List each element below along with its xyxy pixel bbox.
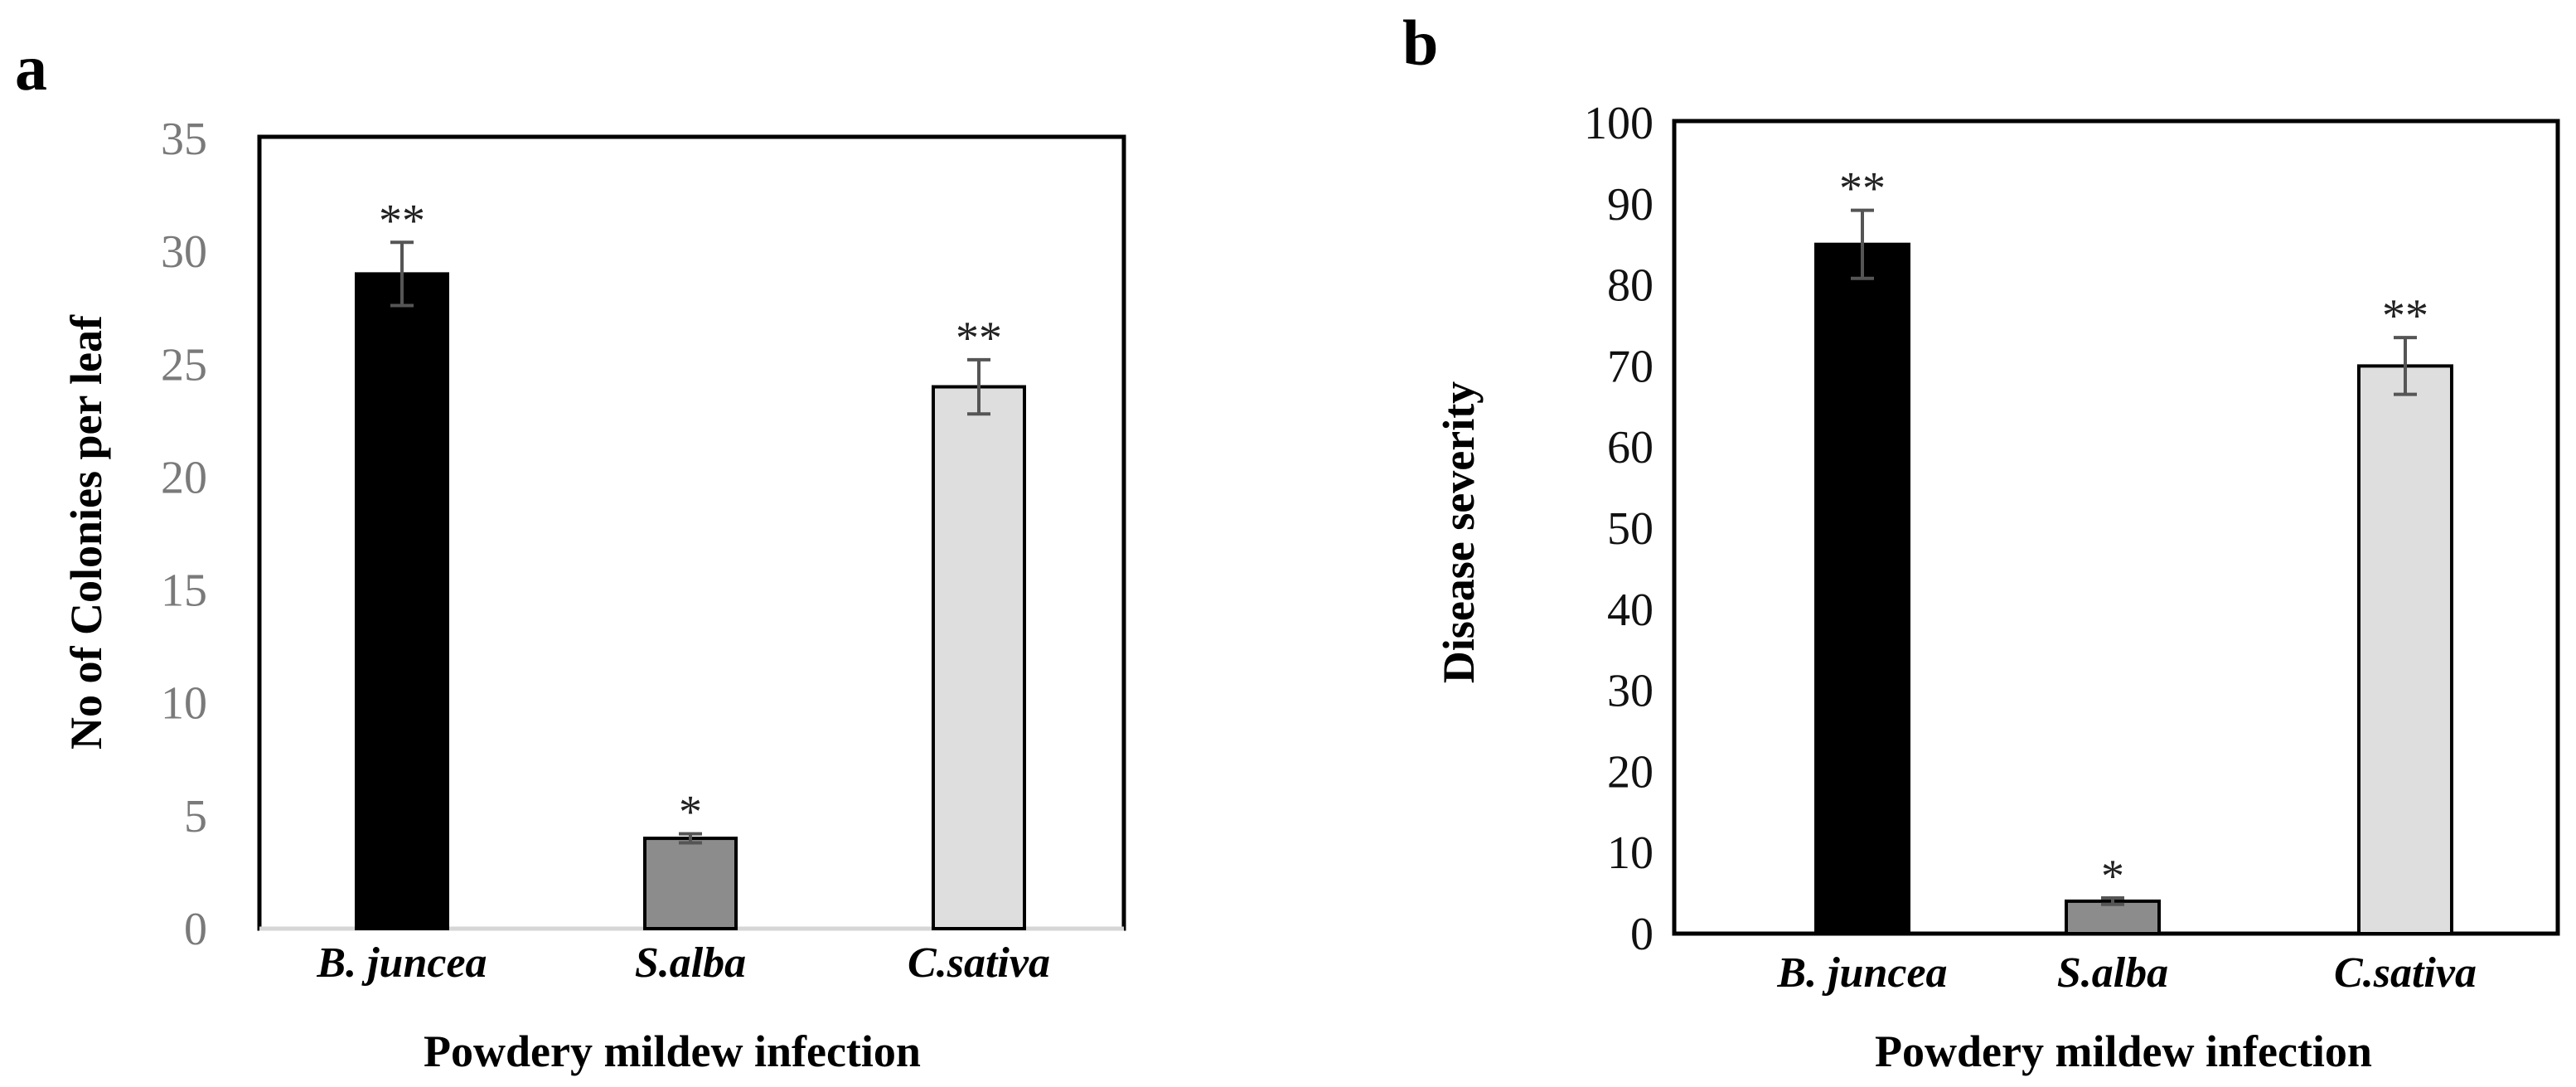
y-tick-label: 80 bbox=[1607, 260, 1654, 312]
significance-marker: ** bbox=[379, 195, 425, 246]
y-tick-label: 20 bbox=[1607, 746, 1654, 798]
x-axis-title-a: Powdery mildew infection bbox=[424, 1026, 921, 1076]
bars-a: ***** bbox=[355, 195, 1026, 931]
bar-b-juncea bbox=[355, 272, 449, 931]
y-tick-label: 25 bbox=[161, 339, 207, 391]
bar-s-alba bbox=[643, 837, 738, 930]
significance-marker: ** bbox=[1839, 163, 1886, 215]
x-axis-title-b: Powdery mildew infection bbox=[1875, 1026, 2372, 1076]
y-tick-label: 70 bbox=[1607, 341, 1654, 392]
y-tick-label: 30 bbox=[1607, 666, 1654, 717]
category-label: S.alba bbox=[635, 939, 746, 987]
y-tick-label: 0 bbox=[184, 904, 207, 955]
significance-marker: ** bbox=[2382, 290, 2428, 342]
category-label: B. juncea bbox=[1776, 949, 1947, 997]
panel-letter-a: a bbox=[15, 32, 47, 104]
y-tick-label: 90 bbox=[1607, 179, 1654, 231]
y-axis-title-b: Disease severity bbox=[1434, 381, 1484, 683]
y-tick-label: 10 bbox=[1607, 827, 1654, 879]
panel-letter-b: b bbox=[1402, 7, 1438, 79]
significance-marker: ** bbox=[956, 313, 1002, 364]
bar-c-sativa bbox=[932, 385, 1026, 930]
y-tick-label: 60 bbox=[1607, 422, 1654, 473]
y-tick-label: 10 bbox=[161, 678, 207, 730]
category-labels-a: B. juncea S.alba C.sativa bbox=[316, 939, 1050, 987]
category-label: S.alba bbox=[2057, 949, 2168, 997]
y-axis-title-a: No of Colonies per leaf bbox=[61, 314, 111, 750]
bars-b: ***** bbox=[1814, 163, 2453, 936]
bar-c-sativa bbox=[2357, 364, 2453, 935]
category-labels-b: B. juncea S.alba C.sativa bbox=[1776, 949, 2477, 997]
category-label: C.sativa bbox=[2334, 949, 2477, 997]
y-ticks-b: 0 10 20 30 40 50 60 70 80 90 100 bbox=[1584, 98, 1654, 960]
category-label: B. juncea bbox=[316, 939, 487, 987]
y-tick-label: 35 bbox=[161, 114, 207, 165]
y-tick-label: 0 bbox=[1630, 909, 1654, 960]
y-tick-label: 30 bbox=[161, 226, 207, 278]
y-tick-label: 100 bbox=[1584, 98, 1654, 149]
bar-b-juncea bbox=[1814, 242, 1910, 935]
y-tick-label: 50 bbox=[1607, 503, 1654, 555]
y-tick-label: 20 bbox=[161, 452, 207, 503]
significance-marker: * bbox=[679, 787, 702, 838]
y-ticks-a: 0 5 10 15 20 25 30 35 bbox=[161, 114, 207, 955]
category-label: C.sativa bbox=[908, 939, 1050, 987]
y-tick-label: 15 bbox=[161, 565, 207, 617]
significance-marker: * bbox=[2101, 851, 2124, 902]
y-tick-label: 5 bbox=[184, 791, 207, 842]
y-tick-label: 40 bbox=[1607, 585, 1654, 636]
